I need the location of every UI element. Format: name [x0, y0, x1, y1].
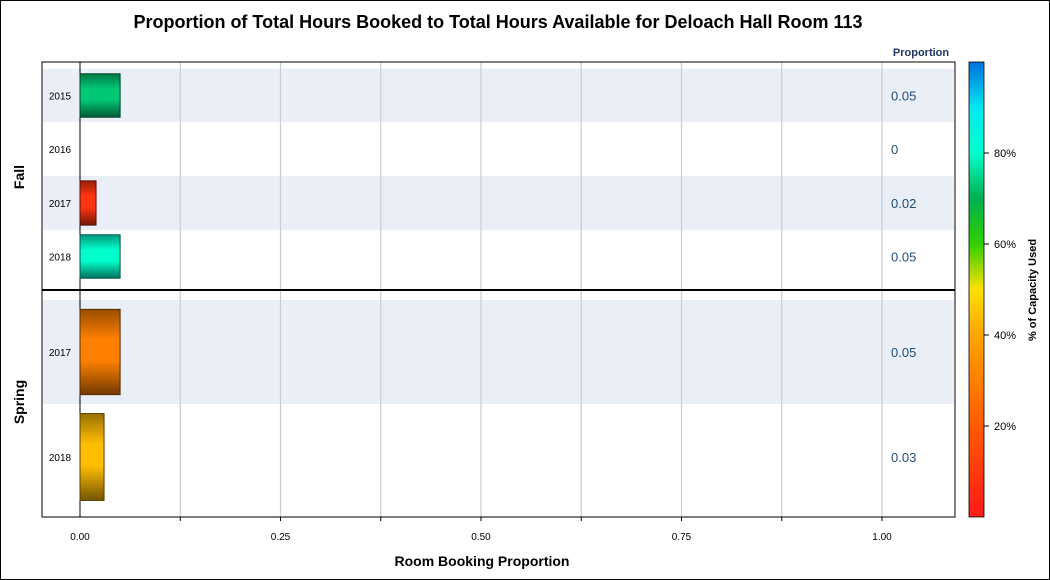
row-year-label: 2018: [49, 253, 72, 264]
colorbar-ticks: 20% 40% 60% 80%: [984, 148, 1016, 433]
row-year-label: 2017: [49, 199, 72, 210]
x-tick-label: 0.25: [271, 532, 291, 543]
bar: [79, 73, 121, 118]
colorbar-label: % of Capacity Used: [1027, 239, 1039, 341]
bars: [79, 73, 121, 501]
row-labels: 2015 0.05 2016 0 2017 0.02 2018 0.05 Fall 2017 0.0…: [11, 89, 916, 466]
row-value-label: 0.05: [891, 250, 916, 265]
x-tick-label: 0.00: [70, 532, 90, 543]
group-label: Fall: [11, 165, 27, 189]
row-value-label: 0: [891, 142, 898, 157]
row-year-label: 2015: [49, 92, 72, 103]
bar: [79, 180, 97, 226]
row-bands: [43, 69, 954, 404]
colorbar-tick-label: 40%: [994, 330, 1016, 342]
row-year-label: 2016: [49, 145, 72, 156]
x-axis-ticks: 0.00 0.25 0.50 0.75 1.00: [70, 517, 892, 543]
colorbar-tick-label: 80%: [994, 148, 1016, 160]
row-value-label: 0.03: [891, 450, 916, 465]
row-band: [43, 69, 954, 122]
bar: [79, 413, 105, 501]
row-year-label: 2018: [49, 453, 72, 464]
bar: [79, 308, 121, 396]
row-year-label: 2017: [49, 348, 72, 359]
row-band: [43, 300, 954, 404]
proportion-column-header: Proportion: [893, 47, 949, 59]
x-axis-label: Room Booking Proportion: [395, 553, 570, 569]
x-tick-label: 0.75: [672, 532, 692, 543]
group-label: Spring: [11, 380, 27, 424]
x-tick-label: 1.00: [872, 532, 892, 543]
chart-title: Proportion of Total Hours Booked to Tota…: [133, 12, 862, 32]
colorbar: [968, 61, 985, 518]
bar: [79, 234, 121, 279]
row-value-label: 0.02: [891, 196, 916, 211]
row-value-label: 0.05: [891, 89, 916, 104]
row-band: [43, 176, 954, 230]
colorbar-tick-label: 20%: [994, 421, 1016, 433]
x-tick-label: 0.50: [471, 532, 491, 543]
colorbar-tick-label: 60%: [994, 239, 1016, 251]
row-value-label: 0.05: [891, 345, 916, 360]
